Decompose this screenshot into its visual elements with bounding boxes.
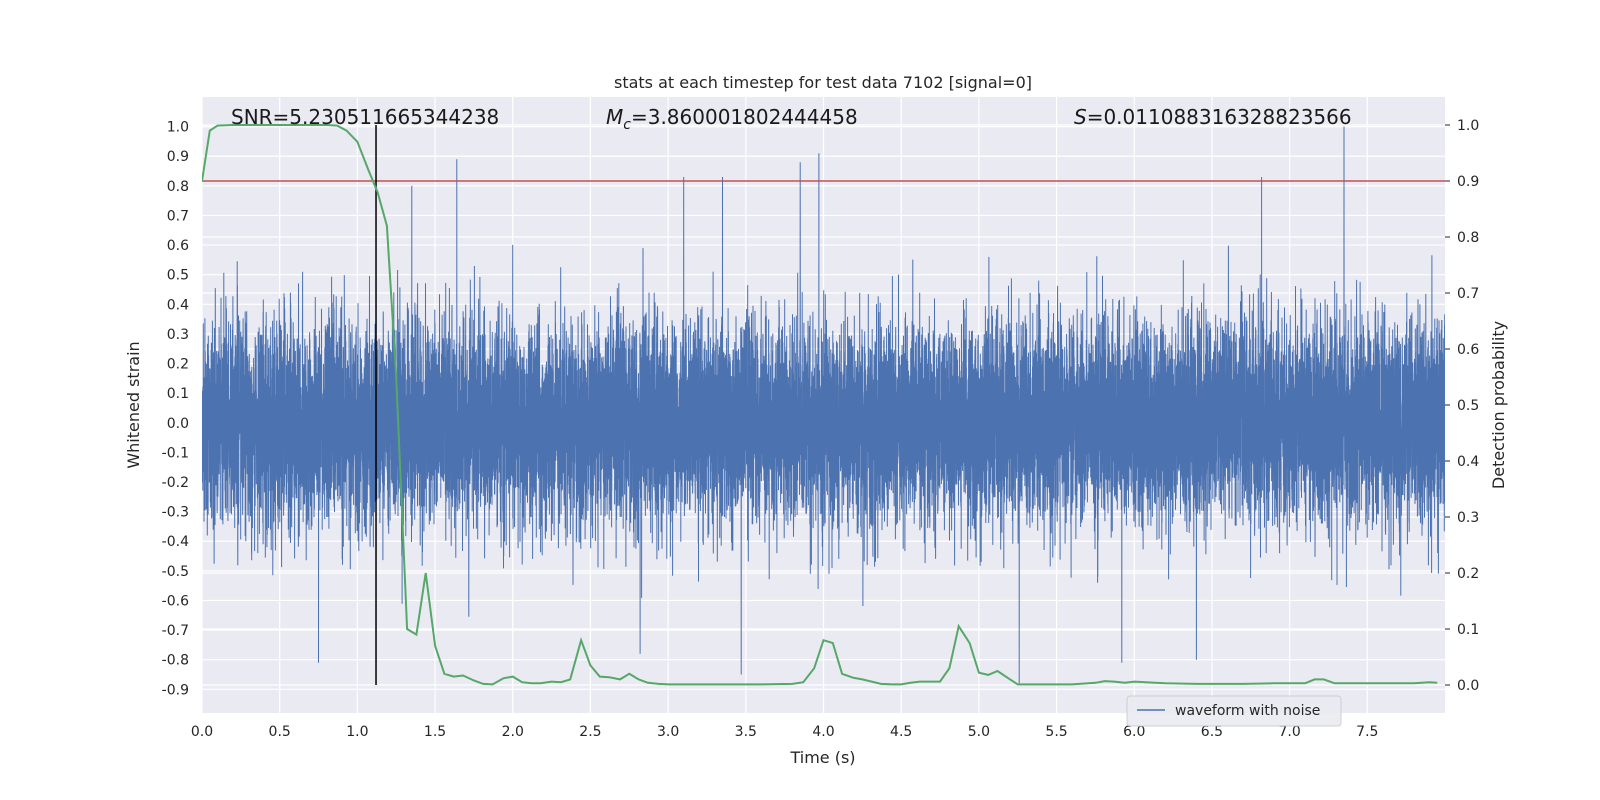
y-right-tick-label-0: 1.0 [1457,118,1479,134]
x-tick-label-3: 1.5 [424,724,446,740]
y-tick-label-16: -0.6 [162,593,189,609]
mc-symbol: M [606,105,623,129]
x-tick-label-8: 4.0 [812,724,834,740]
y-right-tick-label-2: 0.8 [1457,230,1479,246]
y-right-tick-label-3: 0.7 [1457,286,1479,302]
y-tick-label-14: -0.4 [162,534,189,550]
s-symbol: S [1074,105,1087,129]
x-tick-label-15: 7.5 [1356,724,1378,740]
y-tick-label-18: -0.8 [162,653,189,669]
y-right-axis-ticks: 1.0 0.9 0.8 0.7 0.6 0.5 0.4 0.3 0.2 0.1 0.0 [1445,118,1479,694]
x-axis-ticks: 0.0 0.5 1.0 1.5 2.0 2.5 3.0 3.5 4.0 4.5 5.0 5.5 6.0 6… [191,724,1379,740]
y-tick-label-8: 0.2 [167,357,189,373]
x-tick-label-2: 1.0 [346,724,368,740]
annotation-snr: SNR=5.230511665344238 [231,105,499,129]
legend: waveform with noise [1126,695,1342,727]
x-tick-label-0: 0.0 [191,724,213,740]
chart-title: stats at each timestep for test data 710… [614,73,1032,92]
mc-subscript: c [623,117,631,133]
legend-box [1126,695,1342,727]
series-waveform-with-noise [202,126,1445,684]
y-tick-label-6: 0.4 [167,297,189,313]
y-tick-label-7: 0.3 [167,327,189,343]
y-right-axis-label: Detection probability [1489,321,1508,489]
x-tick-label-14: 7.0 [1278,724,1300,740]
x-tick-label-5: 2.5 [579,724,601,740]
y-tick-label-10: 0.0 [167,416,189,432]
mc-value: =3.860001802444458 [631,105,858,129]
y-tick-label-19: -0.9 [162,682,189,698]
y-tick-label-0: 1.0 [167,120,189,136]
y-axis-label: Whitened strain [124,341,143,468]
x-tick-label-9: 4.5 [890,724,912,740]
y-tick-label-12: -0.2 [162,475,189,491]
y-right-tick-label-6: 0.4 [1457,454,1479,470]
x-tick-label-7: 3.5 [735,724,757,740]
x-tick-label-13: 6.5 [1201,724,1223,740]
legend-label: waveform with noise [1175,703,1320,719]
y-right-tick-label-7: 0.3 [1457,510,1479,526]
x-tick-label-4: 2.0 [502,724,524,740]
y-tick-label-13: -0.3 [162,505,189,521]
y-axis-ticks: 1.0 0.9 0.8 0.7 0.6 0.5 0.4 0.3 0.2 0.1 0.0 -0.1 -0.… [162,120,189,699]
s-value: =0.011088316328823566 [1087,105,1352,129]
y-tick-label-17: -0.7 [162,623,189,639]
y-tick-label-5: 0.5 [167,268,189,284]
x-tick-label-11: 5.5 [1045,724,1067,740]
y-tick-label-11: -0.1 [162,445,189,461]
y-tick-label-4: 0.6 [167,238,189,254]
x-axis-label: Time (s) [789,748,855,767]
y-tick-label-1: 0.9 [167,149,189,165]
y-tick-label-3: 0.7 [167,208,189,224]
annotation-score: S=0.011088316328823566 [1074,105,1352,129]
y-right-tick-label-1: 0.9 [1457,174,1479,190]
y-tick-label-2: 0.8 [167,179,189,195]
y-right-tick-label-10: 0.0 [1457,678,1479,694]
y-tick-label-9: 0.1 [167,386,189,402]
x-tick-label-6: 3.0 [657,724,679,740]
y-right-tick-label-4: 0.6 [1457,342,1479,358]
y-right-tick-label-5: 0.5 [1457,398,1479,414]
y-right-tick-label-8: 0.2 [1457,566,1479,582]
annotation-chirp-mass: Mc=3.860001802444458 [606,105,858,133]
y-right-tick-label-9: 0.1 [1457,622,1479,638]
x-tick-label-12: 6.0 [1123,724,1145,740]
x-tick-label-1: 0.5 [269,724,291,740]
series-detection-probability [202,124,1438,686]
y-tick-label-15: -0.5 [162,564,189,580]
x-tick-label-10: 5.0 [968,724,990,740]
